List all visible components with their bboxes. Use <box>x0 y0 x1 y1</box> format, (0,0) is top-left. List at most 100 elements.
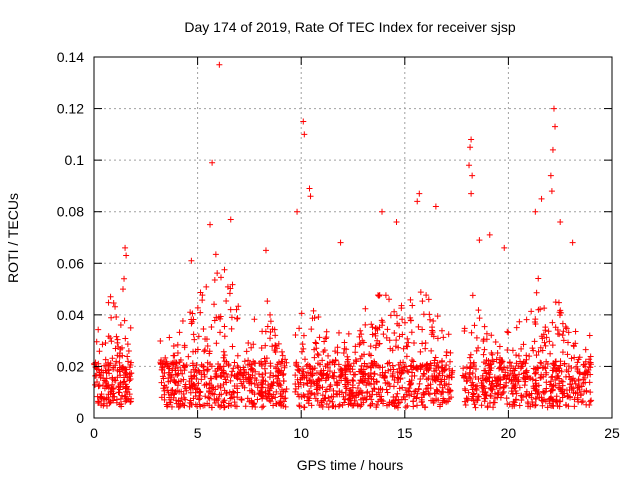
data-point <box>587 398 594 405</box>
data-point <box>248 397 255 404</box>
data-point <box>572 340 579 347</box>
data-point <box>321 395 328 402</box>
data-point <box>192 385 199 392</box>
data-point <box>462 387 469 394</box>
data-point <box>316 402 323 409</box>
data-point <box>497 354 504 361</box>
data-point <box>560 328 567 335</box>
data-point <box>205 394 212 401</box>
data-point <box>124 341 131 348</box>
data-point <box>433 362 440 369</box>
data-point <box>494 389 501 396</box>
data-point <box>549 342 556 349</box>
data-point <box>307 370 314 377</box>
data-point <box>158 379 165 386</box>
data-point <box>266 391 273 398</box>
data-point <box>544 404 551 411</box>
data-point <box>242 403 249 410</box>
data-point <box>127 376 134 383</box>
data-point <box>196 392 203 399</box>
data-point <box>165 375 172 382</box>
data-point <box>120 374 127 381</box>
data-point <box>178 388 185 395</box>
data-point <box>550 360 557 367</box>
data-point <box>323 334 330 341</box>
data-point <box>282 395 289 402</box>
data-point <box>467 351 474 358</box>
data-point <box>318 397 325 404</box>
data-point <box>483 330 490 337</box>
data-point <box>425 390 432 397</box>
data-point <box>300 345 307 352</box>
data-point <box>523 369 530 376</box>
data-point <box>374 337 381 344</box>
data-point <box>250 341 257 348</box>
data-point <box>228 325 235 332</box>
data-point <box>266 397 273 404</box>
data-point <box>99 341 106 348</box>
data-point <box>446 386 453 393</box>
data-point <box>569 239 576 246</box>
data-point <box>384 389 391 396</box>
data-point <box>379 208 386 215</box>
data-point <box>547 350 554 357</box>
data-point <box>302 356 309 363</box>
data-point <box>532 380 539 387</box>
data-point <box>337 365 344 372</box>
data-point <box>100 402 107 409</box>
data-point <box>414 402 421 409</box>
data-point <box>122 385 129 392</box>
data-point <box>277 360 284 367</box>
data-point <box>191 372 198 379</box>
data-point <box>335 329 342 336</box>
data-point <box>206 395 213 402</box>
y-tick-labels: 0 0.02 0.04 0.06 0.08 0.1 0.12 0.14 <box>57 49 84 426</box>
data-point <box>220 354 227 361</box>
data-point <box>112 362 119 369</box>
data-point <box>217 372 224 379</box>
data-point <box>462 373 469 380</box>
data-point <box>496 343 503 350</box>
data-point <box>396 365 403 372</box>
data-point <box>400 345 407 352</box>
data-point <box>240 366 247 373</box>
data-point <box>474 382 481 389</box>
data-point <box>206 348 213 355</box>
data-point <box>195 380 202 387</box>
data-point <box>407 296 414 303</box>
data-point <box>368 321 375 328</box>
data-point <box>532 208 539 215</box>
data-point <box>201 371 208 378</box>
data-point <box>475 344 482 351</box>
data-point <box>509 347 516 354</box>
data-point <box>299 365 306 372</box>
data-point <box>467 144 474 151</box>
data-point <box>119 344 126 351</box>
data-point <box>292 385 299 392</box>
data-point <box>513 324 520 331</box>
data-point <box>273 388 280 395</box>
data-point <box>357 403 364 410</box>
data-point <box>570 375 577 382</box>
data-point <box>506 359 513 366</box>
data-point <box>447 349 454 356</box>
data-point <box>231 399 238 406</box>
y-tick-label: 0.02 <box>57 358 84 374</box>
data-point <box>480 383 487 390</box>
data-point <box>173 379 180 386</box>
data-point <box>186 383 193 390</box>
data-point <box>346 387 353 394</box>
data-point <box>262 328 269 335</box>
data-point <box>587 389 594 396</box>
data-point <box>109 374 116 381</box>
data-point <box>258 344 265 351</box>
data-point <box>316 334 323 341</box>
data-point <box>470 381 477 388</box>
data-point <box>163 384 170 391</box>
data-point <box>190 331 197 338</box>
data-point <box>280 388 287 395</box>
data-point <box>109 355 116 362</box>
data-points <box>91 61 595 411</box>
data-point <box>227 285 234 292</box>
data-point <box>325 374 332 381</box>
